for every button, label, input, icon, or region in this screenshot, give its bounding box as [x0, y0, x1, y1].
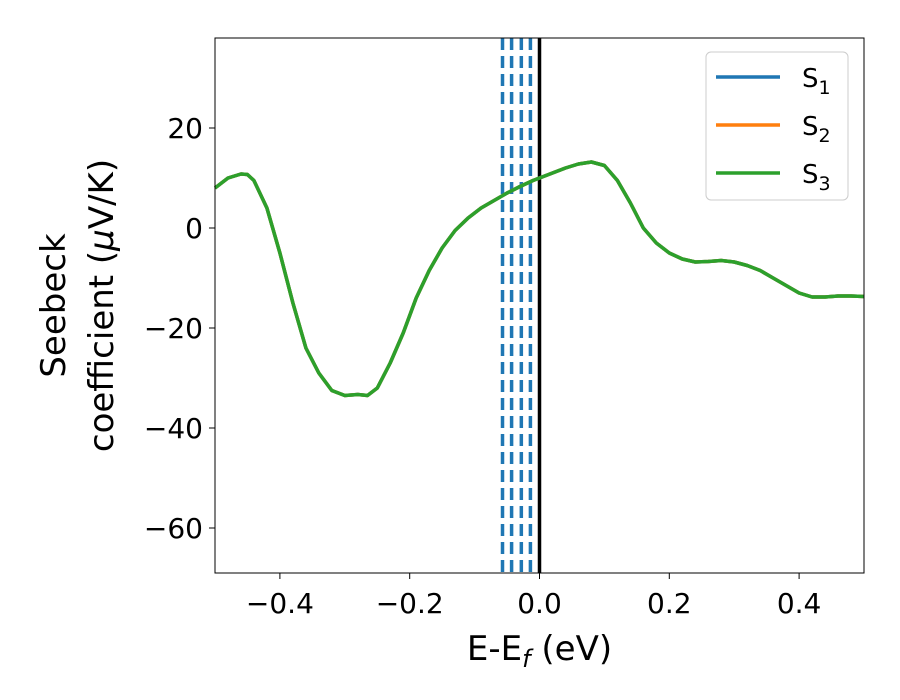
legend-label-1: S1: [802, 64, 831, 99]
y-axis-label-unit: V/K): [82, 159, 122, 229]
series-line-3: [213, 160, 865, 398]
plot-area: [213, 38, 865, 573]
y-tick-label: −20: [144, 312, 203, 345]
y-axis-label-line1: Seebeck: [34, 233, 74, 378]
y-tick-label: −60: [144, 512, 203, 545]
y-tick-label: 0: [185, 212, 203, 245]
x-tick-label: 0.4: [777, 587, 822, 620]
axis-ticks: −0.4 −0.2 0.0 0.2 0.4 20 0 −20 −40 −60: [144, 112, 821, 620]
x-axis-label-main: E-E: [467, 629, 522, 669]
x-axis-label: E-Ef (eV): [467, 629, 612, 673]
x-tick-label: −0.4: [246, 587, 314, 620]
x-tick-label: −0.2: [376, 587, 444, 620]
legend: S1 S2 S3: [705, 51, 849, 201]
x-tick-label: 0.2: [647, 587, 692, 620]
legend-label-2: S2: [802, 112, 831, 147]
y-axis-label-mu: μ: [82, 229, 122, 252]
x-tick-label: 0.0: [517, 587, 562, 620]
y-tick-label: −40: [144, 412, 203, 445]
y-axis-label-text: coefficient (: [82, 251, 122, 452]
x-axis-label-unit: (eV): [531, 629, 613, 669]
y-tick-label: 20: [167, 112, 203, 145]
y-axis-label-line2: coefficient (μV/K): [82, 159, 122, 452]
legend-label-3: S3: [802, 160, 831, 195]
